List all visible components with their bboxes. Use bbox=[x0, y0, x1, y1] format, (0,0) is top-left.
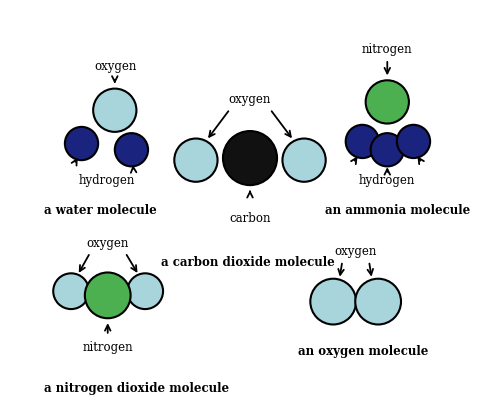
Circle shape bbox=[346, 125, 379, 158]
Circle shape bbox=[397, 125, 430, 158]
Circle shape bbox=[310, 279, 356, 324]
Text: nitrogen: nitrogen bbox=[362, 43, 412, 57]
Text: oxygen: oxygen bbox=[334, 245, 377, 258]
Circle shape bbox=[65, 127, 98, 160]
Text: a water molecule: a water molecule bbox=[44, 203, 157, 217]
Circle shape bbox=[223, 131, 277, 185]
Text: hydrogen: hydrogen bbox=[78, 174, 134, 188]
Text: nitrogen: nitrogen bbox=[82, 341, 133, 354]
Text: carbon: carbon bbox=[229, 212, 271, 225]
Circle shape bbox=[355, 279, 401, 324]
Circle shape bbox=[174, 139, 218, 182]
Text: hydrogen: hydrogen bbox=[359, 174, 416, 188]
Text: a nitrogen dioxide molecule: a nitrogen dioxide molecule bbox=[44, 382, 229, 396]
Circle shape bbox=[370, 133, 404, 166]
Circle shape bbox=[366, 80, 409, 124]
Text: an ammonia molecule: an ammonia molecule bbox=[325, 203, 470, 217]
Circle shape bbox=[85, 272, 130, 318]
Text: oxygen: oxygen bbox=[95, 60, 137, 73]
Circle shape bbox=[115, 133, 148, 166]
Text: oxygen: oxygen bbox=[229, 93, 271, 106]
Circle shape bbox=[128, 273, 163, 309]
Text: a carbon dioxide molecule: a carbon dioxide molecule bbox=[160, 255, 334, 269]
Circle shape bbox=[282, 139, 326, 182]
Text: oxygen: oxygen bbox=[86, 237, 129, 250]
Circle shape bbox=[93, 89, 136, 132]
Text: an oxygen molecule: an oxygen molecule bbox=[298, 345, 428, 358]
Circle shape bbox=[53, 273, 89, 309]
